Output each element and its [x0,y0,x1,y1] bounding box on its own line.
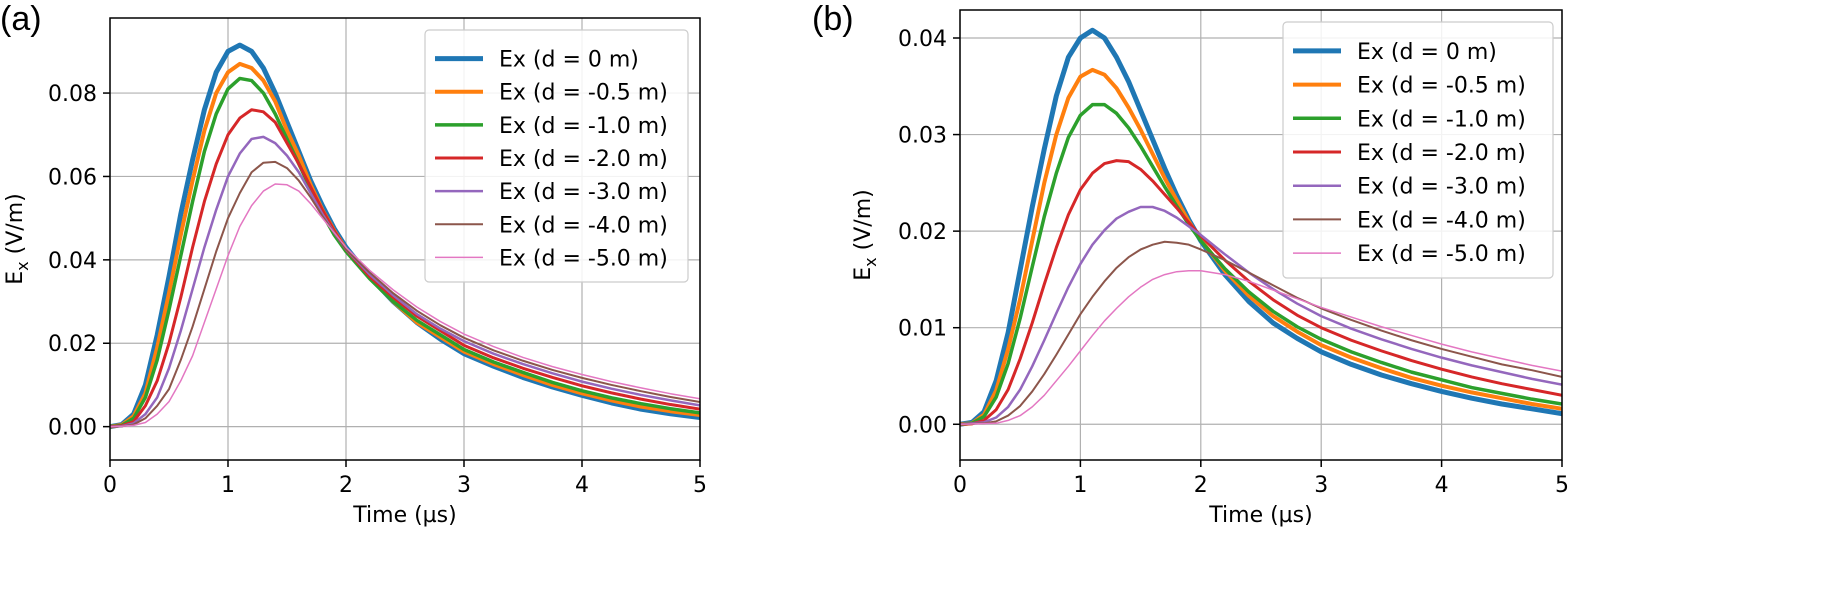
x-tick-label: 0 [953,473,967,498]
series-line-6 [110,183,700,428]
x-tick-label: 1 [221,473,235,498]
y-tick-label: 0.04 [898,27,947,52]
legend-label: Ex (d = 0 m) [1357,40,1497,65]
y-axis-label-unit: (V/m) [851,189,876,257]
x-axis-label: Time (µs) [352,503,456,528]
x-tick-label: 0 [103,473,117,498]
plot-frame [959,9,1563,461]
series-line-5 [110,160,700,428]
series-line-5 [960,240,1562,426]
y-tick-label: 0.00 [48,416,97,441]
legend-box [424,29,689,283]
y-axis-label-main: E [851,267,876,281]
y-tick-label: 0.00 [898,413,947,438]
y-axis-label: Ex (V/m) [851,189,880,280]
y-axis-label-sub: x [861,257,880,266]
x-tick-label: 4 [575,473,589,498]
legend-label: Ex (d = -5.0 m) [499,246,668,271]
legend-box [1282,21,1554,279]
legend: Ex (d = 0 m) Ex (d = -0.5 m) Ex (d = -1.0 … [1282,21,1554,279]
x-tick-label: 2 [1194,473,1208,498]
x-tick-label: 3 [457,473,471,498]
y-tick-label: 0.02 [48,332,97,357]
y-tick-label: 0.06 [48,165,97,190]
x-tick-label: 2 [339,473,353,498]
legend-label: Ex (d = -1.0 m) [1357,107,1526,132]
series-group [110,42,700,430]
legend-label: Ex (d = -2.0 m) [1357,141,1526,166]
y-tick-label: 0.01 [898,317,947,342]
series-line-3 [110,108,700,429]
legend-label: Ex (d = -4.0 m) [499,213,668,238]
y-axis-label-unit: (V/m) [3,193,28,261]
x-axis-label: Time (µs) [1208,503,1312,528]
series-line-4 [960,205,1562,426]
legend-label: Ex (d = -5.0 m) [1357,242,1526,267]
y-tick-label: 0.02 [898,220,947,245]
x-tick-label: 3 [1314,473,1328,498]
series-line-1 [110,61,700,429]
legend-label: Ex (d = 0 m) [499,48,639,73]
series-line-1 [960,67,1562,427]
x-tick-label: 4 [1435,473,1449,498]
x-tick-label: 5 [1555,473,1569,498]
series-group [960,27,1562,427]
series-line-2 [960,102,1562,427]
y-axis-label-main: E [3,271,28,285]
chart-panel-1: (b) 0 1 2 3 4 5 0.00 0.01 0.02 0.03 0.04 Time (µs) Ex… [812,0,1569,528]
series-line-4 [110,135,700,428]
x-tick-label: 1 [1073,473,1087,498]
y-tick-label: 0.03 [898,124,947,149]
panel-label: (b) [812,0,854,38]
chart-panel-0: (a) 0 1 2 3 4 5 0.00 0.02 0.04 0.06 0.08 Time (µs) Ex… [0,0,707,528]
y-tick-label: 0.04 [48,249,97,274]
y-tick-label: 0.08 [48,82,97,107]
series-line-6 [960,269,1562,426]
plot-frame [109,17,701,461]
legend-label: Ex (d = -4.0 m) [1357,208,1526,233]
series-line-0 [960,27,1562,427]
legend: Ex (d = 0 m) Ex (d = -0.5 m) Ex (d = -1.0 … [424,29,689,283]
y-axis-label: Ex (V/m) [3,193,32,284]
legend-label: Ex (d = -0.5 m) [1357,74,1526,99]
legend-label: Ex (d = -2.0 m) [499,147,668,172]
x-tick-label: 5 [693,473,707,498]
legend-label: Ex (d = -1.0 m) [499,114,668,139]
legend-label: Ex (d = -3.0 m) [499,180,668,205]
panel-label: (a) [0,0,42,38]
legend-label: Ex (d = -0.5 m) [499,81,668,106]
legend-label: Ex (d = -3.0 m) [1357,175,1526,200]
series-line-3 [960,159,1562,426]
y-axis-label-sub: x [13,261,32,270]
